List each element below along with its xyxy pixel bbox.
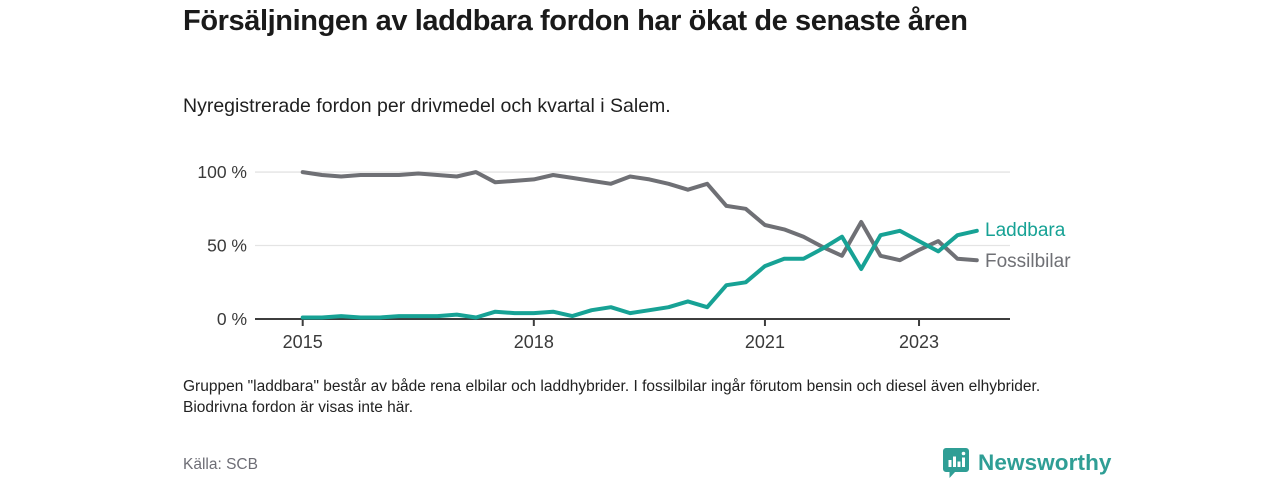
x-tick-label: 2023: [899, 332, 939, 352]
x-tick-label: 2015: [283, 332, 323, 352]
newsworthy-logo-text: Newsworthy: [978, 450, 1112, 475]
series-line-fossilbilar: [300, 170, 979, 263]
series-line-laddbara: [300, 228, 979, 320]
newsworthy-logo-icon: [943, 448, 969, 478]
newsworthy-logo: Newsworthy: [942, 446, 1112, 480]
x-tick-label: 2018: [514, 332, 554, 352]
y-tick-label: 100 %: [197, 162, 247, 182]
series-label-fossilbilar: Fossilbilar: [985, 251, 1071, 272]
series-label-laddbara: Laddbara: [985, 220, 1066, 241]
x-tick-label: 2021: [745, 332, 785, 352]
y-tick-label: 0 %: [217, 309, 247, 329]
chart-subtitle: Nyregistrerade fordon per drivmedel och …: [183, 95, 671, 117]
y-tick-label: 50 %: [207, 236, 247, 256]
footnote: Gruppen "laddbara" består av både rena e…: [183, 378, 1041, 416]
chart-title: Försäljningen av laddbara fordon har öka…: [183, 5, 968, 37]
source-text: Källa: SCB: [183, 456, 258, 473]
